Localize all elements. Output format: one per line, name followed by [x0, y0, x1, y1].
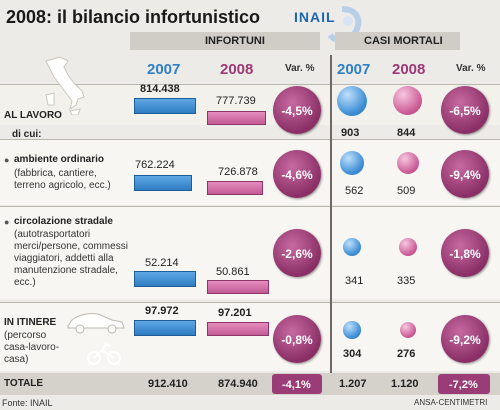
bar-2007-in_itinere: [134, 320, 196, 336]
total-mortali-var-box: [438, 374, 490, 394]
infortuni-header: INFORTUNI: [205, 35, 265, 47]
divider: [0, 139, 500, 140]
total-infortuni-2008: 874.940: [218, 378, 258, 390]
mortali-2007-value: 562: [345, 185, 364, 197]
total-label: TOTALE: [4, 378, 44, 389]
mortali-2008-value: 335: [397, 275, 416, 287]
bar-2008-circolazione_stradale: [207, 280, 269, 294]
var-badge-infortuni-ambiente_ordinario: [273, 150, 321, 198]
ball-2007-in_itinere: [343, 321, 361, 339]
var-mortali-al_lavoro: -6,5%: [449, 104, 481, 118]
car-icon: [67, 313, 125, 334]
ball-2007-al_lavoro: [337, 86, 367, 116]
total-infortuni-var: -4,1%: [282, 379, 311, 391]
year-2008-header: 2008: [220, 61, 254, 78]
divider: [0, 206, 500, 207]
infortuni-header-bar: [130, 32, 320, 50]
ball-2008-al_lavoro: [393, 86, 423, 116]
ball-2008-circolazione_stradale: [398, 237, 418, 257]
row-label-al-lavoro: AL LAVORO: [4, 110, 62, 121]
bullet-icon: ●: [4, 155, 10, 165]
row-sub-ambiente: (fabbrica, cantiere, terreno agricolo, e…: [14, 168, 111, 191]
bar-2008-in_itinere: [207, 322, 269, 336]
inail-logo-text: INAIL: [294, 9, 336, 25]
ball-2008-in_itinere: [399, 321, 417, 339]
var-header: Var. %: [285, 63, 315, 74]
ball-2008-ambiente_ordinario: [396, 151, 420, 175]
mortali-2007-value: 304: [343, 348, 362, 360]
divider: [0, 84, 500, 85]
mortali-2007-value: 903: [341, 127, 360, 139]
infortuni-2007-value: 52.214: [145, 257, 179, 269]
var-badge-infortuni-al_lavoro: [273, 86, 321, 134]
year-2008-header-mortali: 2008: [392, 61, 426, 78]
var-infortuni-circolazione_stradale: -2,6%: [281, 247, 313, 261]
mortali-2007-value: 341: [345, 275, 364, 287]
var-mortali-in_itinere: -9,2%: [449, 333, 481, 347]
section-separator: [330, 55, 332, 375]
var-infortuni-in_itinere: -0,8%: [281, 333, 313, 347]
mortali-2008-value: 509: [397, 185, 416, 197]
bar-2007-circolazione_stradale: [134, 271, 196, 287]
infortuni-2007-value: 814.438: [140, 83, 180, 95]
var-mortali-circolazione_stradale: -1,8%: [449, 247, 481, 261]
divider: [0, 302, 500, 303]
bar-2008-al_lavoro: [207, 111, 267, 125]
var-badge-infortuni-in_itinere: [273, 315, 321, 363]
infortuni-2008-value: 97.201: [218, 307, 252, 319]
total-infortuni-2007: 912.410: [148, 378, 188, 390]
italy-map-icon: [45, 56, 85, 115]
row-label-itinere: IN ITINERE: [4, 317, 57, 328]
var-badge-infortuni-circolazione_stradale: [273, 229, 321, 277]
total-mortali-2008: 1.120: [391, 378, 419, 390]
var-badge-mortali-ambiente_ordinario: [441, 150, 489, 198]
infortuni-2007-value: 97.972: [145, 305, 179, 317]
infortuni-2008-value: 50.861: [216, 266, 250, 278]
casi-mortali-header-bar: [335, 32, 460, 50]
casi-mortali-header: CASI MORTALI: [364, 35, 443, 47]
row-label-circolazione: circolazione stradale: [14, 216, 113, 227]
var-header-mortali: Var. %: [456, 63, 486, 74]
source-note: Fonte: INAIL: [2, 398, 53, 408]
ball-2007-ambiente_ordinario: [340, 151, 364, 175]
bar-2007-ambiente_ordinario: [134, 175, 193, 191]
total-mortali-var: -7,2%: [449, 379, 478, 391]
total-row: [0, 373, 500, 395]
var-infortuni-al_lavoro: -4,5%: [281, 104, 313, 118]
bike-icon: [87, 342, 121, 365]
di-cui-label: di cui:: [12, 129, 42, 140]
mortali-2008-value: 276: [397, 348, 416, 360]
page-title: 2008: il bilancio infortunistico: [6, 7, 261, 27]
var-mortali-ambiente_ordinario: -9,4%: [449, 168, 481, 182]
var-badge-mortali-al_lavoro: [441, 86, 489, 134]
bullet-icon: ●: [4, 217, 10, 227]
var-badge-mortali-in_itinere: [441, 315, 489, 363]
var-badge-mortali-circolazione_stradale: [441, 229, 489, 277]
year-2007-header-mortali: 2007: [337, 61, 371, 78]
infortuni-2008-value: 777.739: [216, 95, 256, 107]
bar-2007-al_lavoro: [134, 98, 196, 114]
ball-2007-circolazione_stradale: [342, 237, 362, 257]
year-2007-header: 2007: [147, 61, 181, 78]
row-sub-itinere: (percorso casa-lavoro-casa): [4, 330, 60, 365]
total-infortuni-var-box: [272, 374, 322, 394]
infortuni-2008-value: 726.878: [218, 166, 258, 178]
row-label-ambiente: ambiente ordinario: [14, 154, 105, 165]
total-mortali-2007: 1.207: [339, 378, 367, 390]
row-sub-circolazione: (autotrasportatori merci/persone, commes…: [14, 229, 128, 288]
credit-note: ANSA-CENTIMETRI: [414, 398, 488, 407]
mortali-2008-value: 844: [397, 127, 416, 139]
infortuni-2007-value: 762.224: [135, 159, 175, 171]
var-infortuni-ambiente_ordinario: -4,6%: [281, 168, 313, 182]
bar-2008-ambiente_ordinario: [207, 181, 263, 195]
